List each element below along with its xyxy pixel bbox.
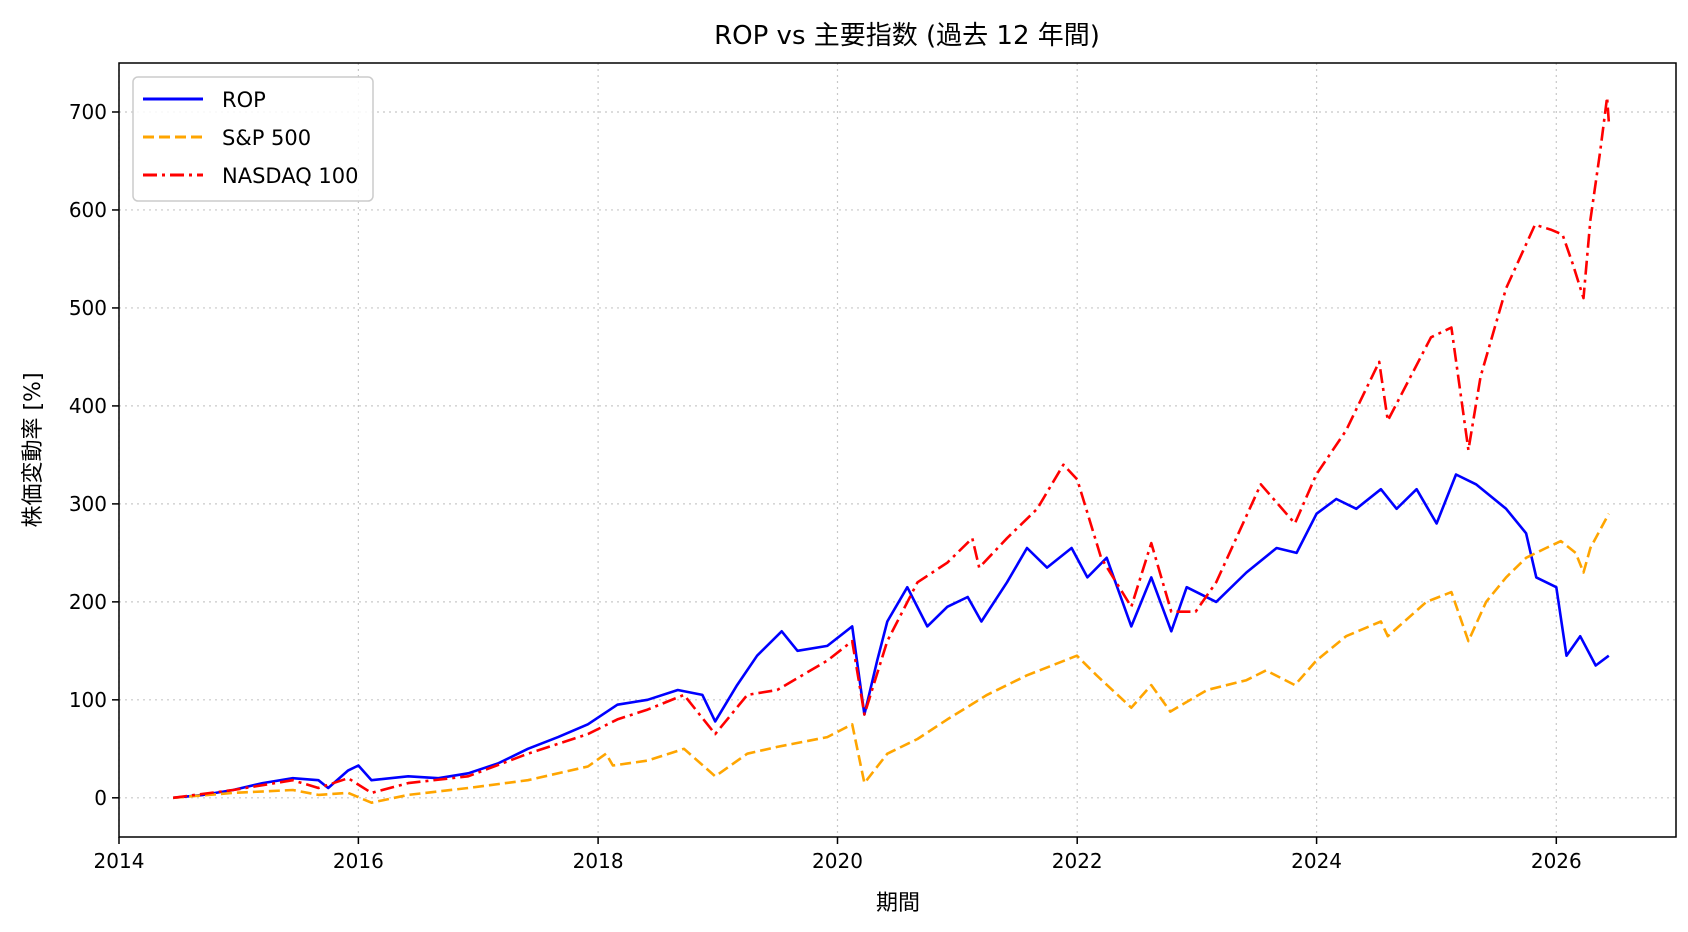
- x-tick-label: 2020: [812, 849, 863, 873]
- y-tick-label: 0: [94, 786, 107, 810]
- x-tick-label: 2018: [573, 849, 624, 873]
- series-lines: [172, 96, 1611, 804]
- legend-label-sp500: S&P 500: [222, 126, 311, 150]
- grid: [118, 63, 1676, 837]
- series-line-nasdaq100: [172, 96, 1611, 800]
- legend-label-rop: ROP: [222, 88, 266, 112]
- y-tick-label: 200: [69, 590, 107, 614]
- x-axis: 2014 2016 2018 2020 2022 2024 2026: [94, 837, 1582, 873]
- legend-box: [132, 76, 374, 202]
- y-tick-label: 300: [69, 492, 107, 516]
- y-tick-label: 400: [69, 394, 107, 418]
- x-tick-label: 2016: [333, 849, 384, 873]
- chart-title: ROP vs 主要指数 (過去 12 年間): [714, 21, 1100, 51]
- legend-label-nasdaq100: NASDAQ 100: [222, 164, 359, 188]
- x-tick-label: 2014: [94, 849, 145, 873]
- y-tick-label: 700: [69, 100, 107, 124]
- legend: ROP S&P 500 NASDAQ 100: [132, 76, 374, 202]
- x-tick-label: 2026: [1531, 849, 1582, 873]
- plot-frame: [118, 62, 1677, 838]
- series-line-rop: [172, 473, 1610, 800]
- y-tick-label: 100: [69, 688, 107, 712]
- x-tick-label: 2022: [1052, 849, 1103, 873]
- y-tick-label: 600: [69, 198, 107, 222]
- series-line-sp500: [172, 513, 1610, 804]
- y-axis-title: 株価変動率 [%]: [21, 372, 46, 527]
- y-tick-label: 500: [69, 296, 107, 320]
- x-tick-label: 2024: [1291, 849, 1342, 873]
- y-axis: 0 100 200 300 400 500 600 700: [69, 100, 119, 810]
- x-axis-title: 期間: [876, 891, 920, 916]
